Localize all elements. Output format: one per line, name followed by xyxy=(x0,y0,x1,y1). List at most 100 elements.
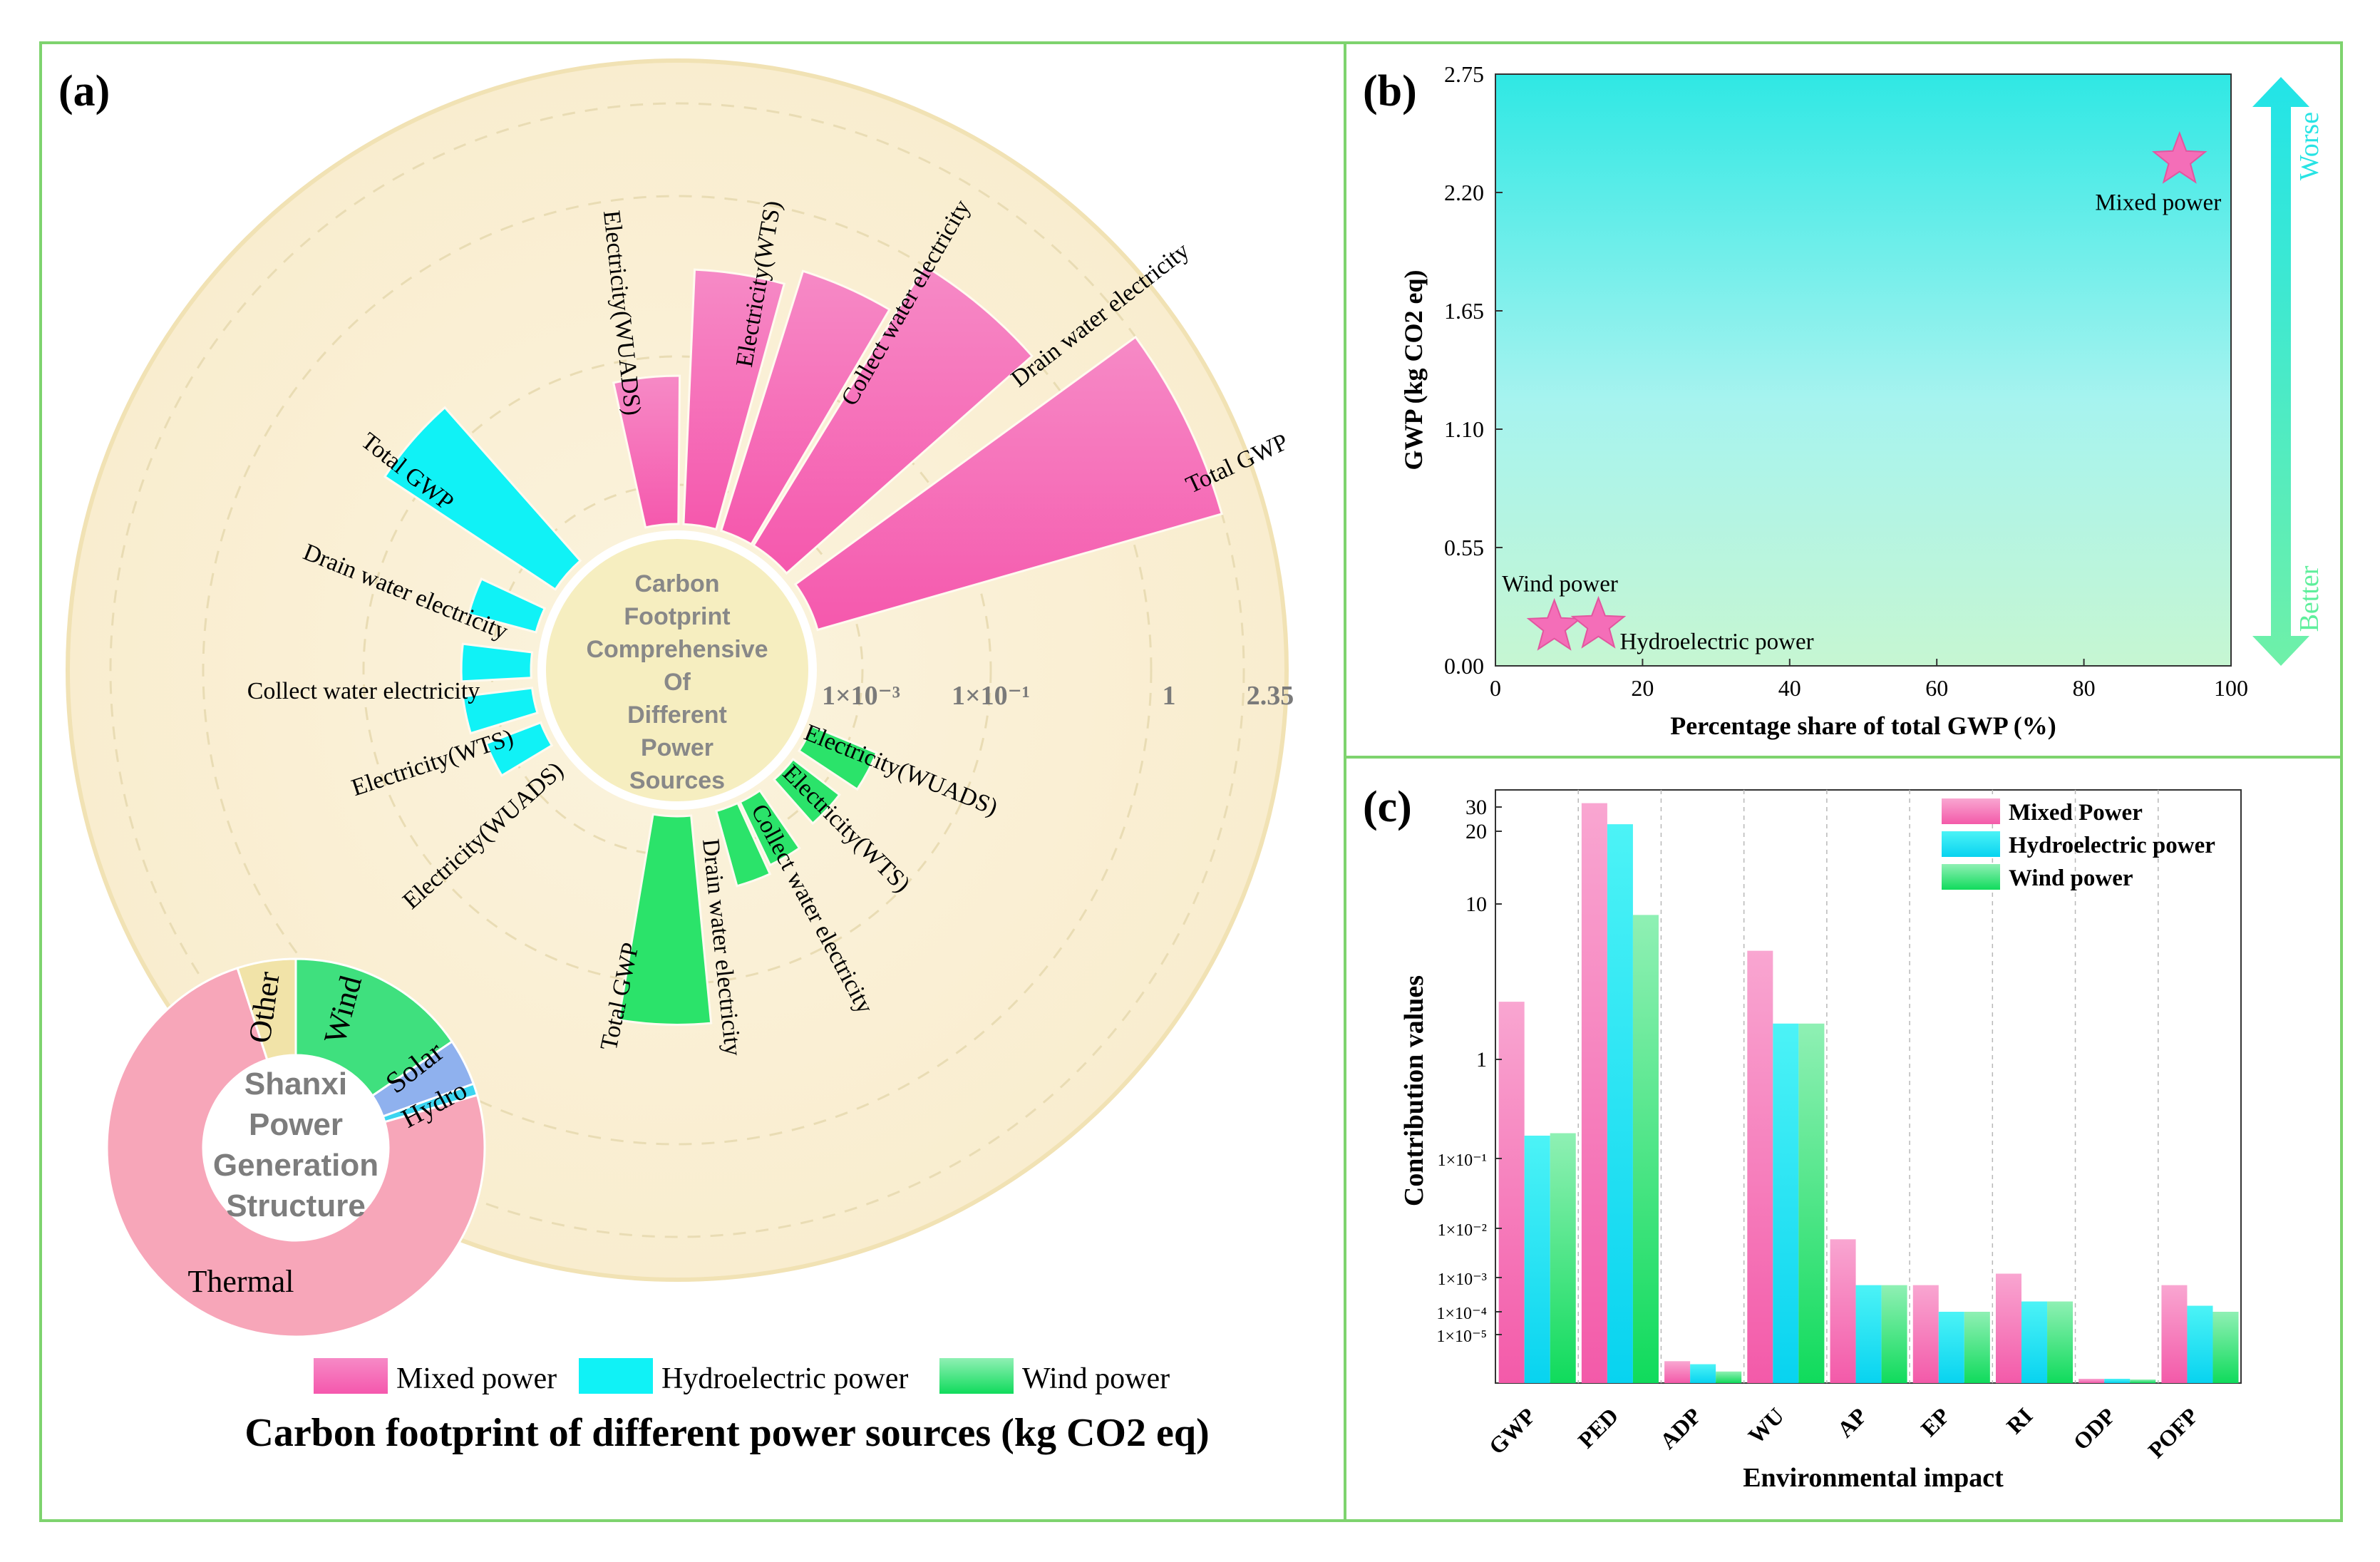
bar-y-axis-label: Contribution values xyxy=(1399,975,1429,1206)
radial-tick-label: 1×10⁻³ xyxy=(822,681,900,711)
panel-b-label: (b) xyxy=(1363,67,1417,115)
donut-center-line: Generation xyxy=(213,1148,378,1183)
bar-wind-power-ap xyxy=(1881,1285,1907,1383)
bar-x-axis-label: Environmental impact xyxy=(1743,1463,2004,1493)
polar-center-disc xyxy=(537,530,817,810)
polar-bar-wind-power-electricity-wts xyxy=(772,757,841,826)
polar-center-title-line: Power xyxy=(641,734,714,761)
x-category-label-pofp: POFP xyxy=(2143,1402,2203,1463)
y-tick-label: 1 xyxy=(1476,1048,1487,1072)
bar-mixed-power-pofp xyxy=(2161,1285,2188,1383)
polar-bar-mixed-power-drain-water-electricity xyxy=(752,264,1034,575)
y-tick-label: 2.75 xyxy=(1444,61,1484,87)
scatter-point-wind-power xyxy=(1526,597,1582,651)
polar-center-title-line: Comprehensive xyxy=(586,636,768,663)
scatter-point-mixed-power xyxy=(2151,130,2208,184)
scatter-axes: 0 20 40 60 80 100 0.00 0.55 1.10 1.65 2.20 2.75 xyxy=(1444,61,2248,701)
bar-hydroelectric-power-ap xyxy=(1855,1285,1882,1383)
figure-frame xyxy=(39,41,2343,1522)
y-tick-label: 1×10⁻¹ xyxy=(1438,1151,1487,1170)
donut-center-line: Structure xyxy=(226,1188,366,1223)
polar-bar-wind-power-total-gwp xyxy=(617,813,713,1026)
scatter-x-axis-label: Percentage share of total GWP (%) xyxy=(1670,711,2056,740)
legend-swatch-wind xyxy=(939,1358,1014,1394)
x-category-label-ap: AP xyxy=(1832,1402,1872,1442)
bar-wind-power-gwp xyxy=(1550,1133,1576,1383)
y-tick-label: 30 xyxy=(1465,796,1487,819)
polar-bar-hydroelectric-power-total-gwp xyxy=(383,406,582,591)
bar-series xyxy=(1498,803,2239,1383)
y-tick-label: 1×10⁻² xyxy=(1438,1221,1487,1240)
bar-wind-power-pofp xyxy=(2212,1312,2239,1383)
bar-wind-power-ped xyxy=(1632,915,1659,1383)
polar-bar-label: Collect water electricity xyxy=(247,678,480,704)
x-category-label-ped: PED xyxy=(1573,1402,1624,1453)
scatter-point-hydroelectric-power xyxy=(1570,595,1627,649)
bar-hydroelectric-power-ri xyxy=(2021,1301,2048,1383)
legend-swatch-hydro xyxy=(579,1358,653,1394)
legend-label-wind-power: Wind power xyxy=(2009,865,2133,891)
worse-label: Worse xyxy=(2294,112,2324,180)
polar-center-title-line: Sources xyxy=(629,767,725,794)
bar-hydroelectric-power-pofp xyxy=(2187,1305,2213,1383)
x-category-label-ep: EP xyxy=(1916,1402,1954,1441)
donut-hole xyxy=(203,1055,388,1240)
donut-center-line: Shanxi xyxy=(244,1067,347,1101)
x-category-label-gwp: GWP xyxy=(1484,1402,1541,1459)
better-label: Better xyxy=(2294,565,2324,632)
double-arrow-icon xyxy=(2252,77,2309,666)
polar-bar-hydroelectric-power-electricity-wuads xyxy=(485,721,554,777)
y-tick-label: 10 xyxy=(1465,893,1487,916)
legend-swatch-mixed-power xyxy=(1942,798,2000,824)
legend-swatch-wind-power xyxy=(1942,864,2000,890)
panel-b-scatter: (b) 0 20 40 60 80 100 0.00 0.55 1.10 1.65 2.20 2.75… xyxy=(1363,61,2324,740)
bar-mixed-power-wu xyxy=(1747,950,1773,1383)
bar-hydroelectric-power-ped xyxy=(1607,824,1633,1383)
x-tick-label: 0 xyxy=(1490,675,1501,701)
bar-mixed-power-gwp xyxy=(1498,1002,1525,1383)
y-tick-label: 1.65 xyxy=(1444,298,1484,324)
donut-segment-other xyxy=(236,957,297,1062)
legend-label-mixed: Mixed power xyxy=(396,1362,557,1395)
bar-wind-power-wu xyxy=(1798,1023,1825,1383)
polar-bar-hydroelectric-power-drain-water-electricity xyxy=(467,577,547,634)
y-tick-label: 0.00 xyxy=(1444,653,1484,679)
y-tick-label: 1.10 xyxy=(1444,416,1484,442)
polar-bar-wind-power-electricity-wuads xyxy=(797,724,878,791)
y-tick-label: 1×10⁻⁴ xyxy=(1436,1305,1487,1323)
y-tick-label: 1×10⁻³ xyxy=(1438,1270,1487,1289)
polar-bar-mixed-power-collect-water-electricity xyxy=(719,269,891,546)
donut-label-thermal: Thermal xyxy=(187,1264,294,1299)
legend-swatch-hydroelectric-power xyxy=(1942,831,2000,857)
donut-chart-shanxi: ShanxiPowerGenerationStructureThermalWin… xyxy=(105,957,486,1338)
panel-a-legend: Mixed power Hydroelectric power Wind pow… xyxy=(314,1358,1170,1395)
x-category-label-adp: ADP xyxy=(1655,1402,1706,1454)
y-tick-label: 2.20 xyxy=(1444,180,1484,205)
legend-swatch-mixed xyxy=(314,1358,388,1394)
polar-bar-mixed-power-electricity-wuads xyxy=(612,374,681,529)
polar-bar-wind-power-collect-water-electricity xyxy=(738,788,801,867)
radial-tick-label: 1 xyxy=(1163,681,1176,711)
scatter-plot-area xyxy=(1495,73,2232,667)
bar-hydroelectric-power-adp xyxy=(1690,1364,1716,1383)
x-tick-label: 100 xyxy=(2214,675,2248,701)
x-tick-label: 20 xyxy=(1631,675,1654,701)
bar-mixed-power-adp xyxy=(1664,1361,1691,1383)
bar-wind-power-ep xyxy=(1964,1312,1990,1383)
worse-better-arrow: Worse Better xyxy=(2252,77,2324,666)
panel-c-label: (c) xyxy=(1363,783,1412,831)
bar-hydroelectric-power-ep xyxy=(1938,1312,1964,1383)
radial-gridline xyxy=(362,355,992,985)
bar-wind-power-odp xyxy=(2130,1379,2156,1383)
radial-gridline xyxy=(109,102,1245,1238)
scatter-point-label: Hydroelectric power xyxy=(1619,630,1813,655)
legend-label-hydro: Hydroelectric power xyxy=(661,1362,908,1395)
polar-center-title-line: Of xyxy=(664,669,691,696)
bar-mixed-power-ap xyxy=(1830,1239,1856,1383)
polar-bar-mixed-power-total-gwp xyxy=(793,335,1224,632)
scatter-point-label: Wind power xyxy=(1502,572,1618,597)
radial-tick-label: 1×10⁻¹ xyxy=(952,681,1030,711)
polar-center-title-line: Carbon xyxy=(635,570,720,597)
bar-wind-power-adp xyxy=(1716,1371,1742,1383)
